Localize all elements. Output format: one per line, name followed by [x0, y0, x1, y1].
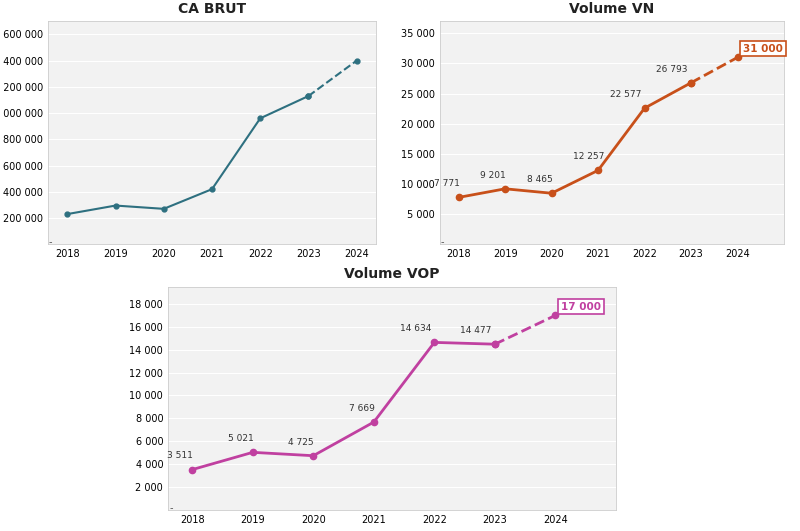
Text: 17 000: 17 000 [561, 302, 601, 312]
Text: 26 793: 26 793 [656, 65, 688, 74]
Text: -: - [441, 237, 445, 247]
Text: 3 511: 3 511 [167, 451, 193, 460]
Text: -: - [170, 503, 173, 513]
Text: 14 477: 14 477 [460, 326, 491, 335]
Title: Volume VN: Volume VN [570, 2, 654, 16]
Text: 12 257: 12 257 [573, 152, 605, 161]
Text: 8 465: 8 465 [526, 175, 552, 184]
Text: 7 669: 7 669 [349, 404, 374, 413]
Text: 5 021: 5 021 [228, 434, 254, 443]
Text: 9 201: 9 201 [480, 170, 506, 179]
Text: 22 577: 22 577 [610, 90, 641, 99]
Text: 31 000: 31 000 [743, 44, 783, 54]
Text: -: - [49, 237, 53, 247]
Title: CA BRUT: CA BRUT [178, 2, 246, 16]
Text: 4 725: 4 725 [288, 438, 314, 447]
Text: 7 771: 7 771 [434, 179, 459, 189]
Text: 14 634: 14 634 [400, 324, 431, 333]
Title: Volume VOP: Volume VOP [344, 268, 440, 281]
